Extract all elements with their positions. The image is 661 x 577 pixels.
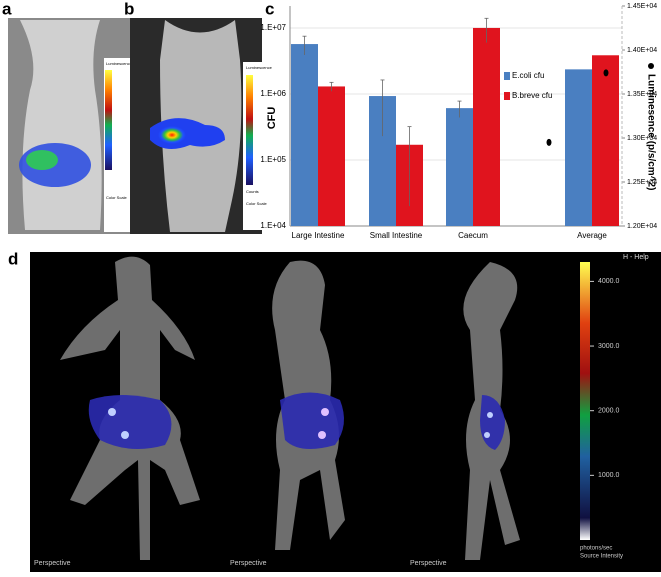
colorbar-units: photons/sec <box>580 546 612 552</box>
signal <box>26 150 58 170</box>
y2-label-marker <box>648 63 654 69</box>
bar <box>592 55 619 226</box>
mouse-body <box>20 20 102 230</box>
view-label: Perspective <box>230 560 267 567</box>
signals <box>88 392 505 450</box>
units: Counts <box>246 189 259 194</box>
point <box>603 69 609 77</box>
x-tick-label: Small Intestine <box>370 231 423 240</box>
y-tick-label: 1.E+06 <box>260 89 286 98</box>
bar <box>473 27 500 226</box>
colorbar-tick-label: 4000.0 <box>598 278 620 285</box>
y2-axis-label: Luminesence (p/s/cm^2) <box>645 74 656 190</box>
y-tick-label: 1.E+07 <box>260 23 286 32</box>
colorbar-tick-label: 1000.0 <box>598 472 620 479</box>
colorbar-tick-label: 2000.0 <box>598 408 620 415</box>
panel-label: a <box>2 0 12 18</box>
bar <box>318 86 345 226</box>
panel-b: Luminescence Counts Color Scale b <box>124 0 273 234</box>
panel-a: Luminescence Color Scale a <box>2 0 134 234</box>
legend-swatch <box>504 92 510 100</box>
view-label: Perspective <box>410 560 447 567</box>
x-tick-label: Caecum <box>458 231 488 240</box>
bar <box>291 44 318 226</box>
legend-label: E.coli cfu <box>512 71 544 80</box>
panel-d: d H - Help Perspective Perspective Persp… <box>8 249 661 572</box>
x-tick-label: Large Intestine <box>292 231 345 240</box>
colorbar <box>105 70 112 170</box>
y2-tick-label: 1.30E+04 <box>627 135 657 142</box>
colorbar-tick-label: 3000.0 <box>598 343 620 350</box>
view-label: Perspective <box>34 560 71 567</box>
y2-tick-label: 1.40E+04 <box>627 47 657 54</box>
colorbar <box>246 75 253 185</box>
y-tick-label: 1.E+04 <box>260 221 286 230</box>
bar <box>446 108 473 226</box>
panel-label: d <box>8 249 18 268</box>
colorbar-title: Source Intensity <box>580 554 623 560</box>
x-tick-label: Average <box>577 231 607 240</box>
colorbar <box>580 262 590 540</box>
bar <box>565 69 592 226</box>
colorbar-title: Luminescence <box>106 61 133 66</box>
help: H - Help <box>623 254 649 261</box>
y2-tick-label: 1.45E+04 <box>627 3 657 10</box>
y-axis-label: CFU <box>266 107 278 130</box>
point <box>546 138 552 146</box>
panel-c: c CFU Luminesence (p/s/cm^2) 1.E+04 1.E+0… <box>260 0 657 240</box>
y2-tick-label: 1.35E+04 <box>627 91 657 98</box>
color-scale: Color Scale <box>106 195 127 200</box>
legend-label: B.breve cfu <box>512 91 552 100</box>
color-scale: Color Scale <box>246 201 267 206</box>
y-tick-label: 1.E+05 <box>260 155 286 164</box>
legend-swatch <box>504 72 510 80</box>
colorbar-title: Luminescence <box>246 65 273 70</box>
panel-label: c <box>265 0 274 18</box>
y2-tick-label: 1.20E+04 <box>627 223 657 230</box>
signal <box>158 126 186 144</box>
y2-tick-label: 1.25E+04 <box>627 179 657 186</box>
panel-label: b <box>124 0 134 18</box>
